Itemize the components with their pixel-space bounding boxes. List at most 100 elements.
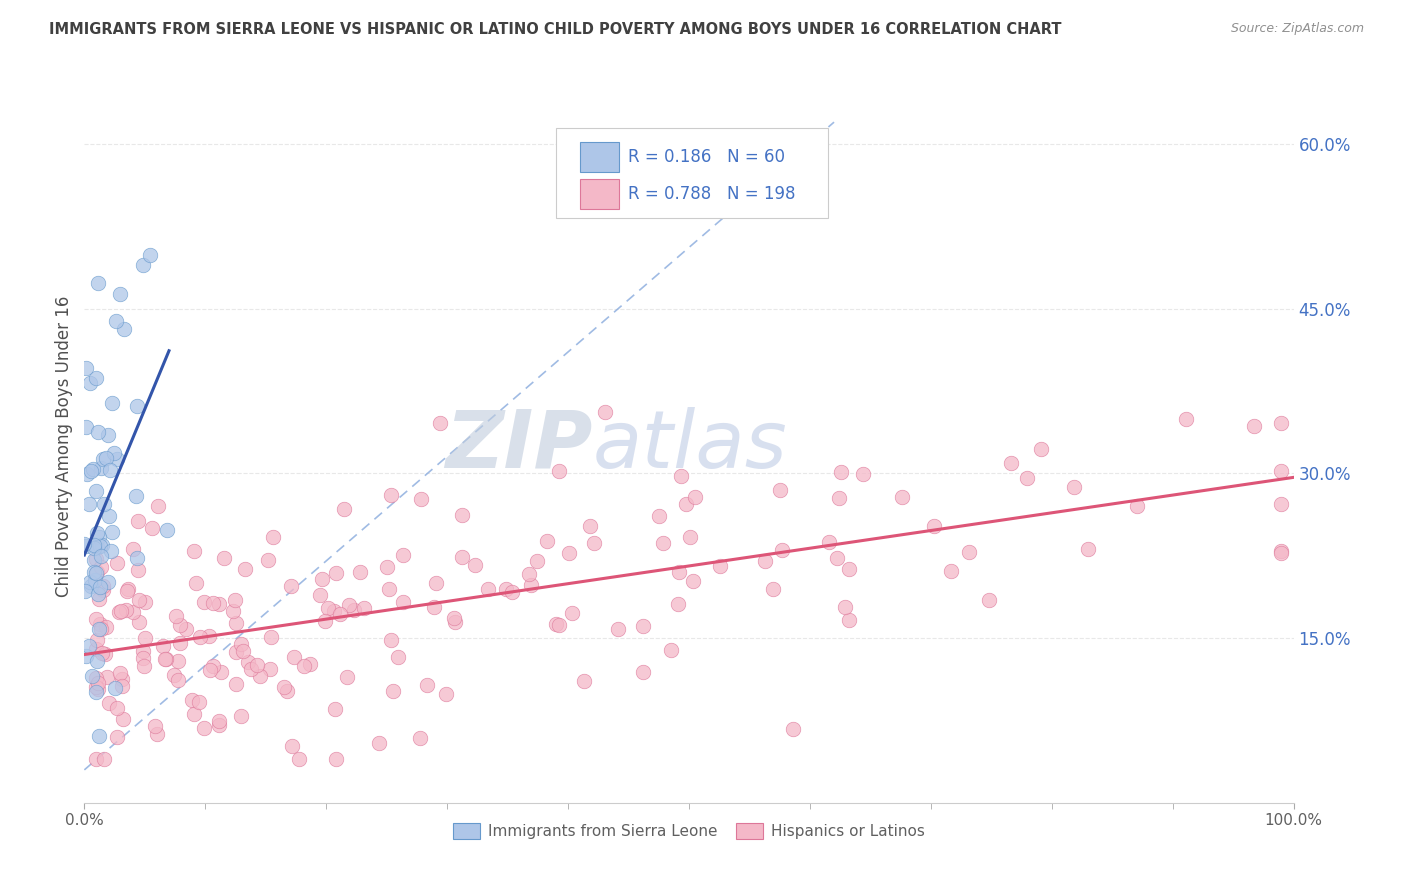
Point [91,583,114,598]
Point [125,489,148,503]
Point [262,530,284,544]
Point [80,668,103,682]
Point [86,681,108,695]
Point [648,509,671,524]
Point [91,579,114,593]
Point [391,595,413,609]
Point [174,623,197,637]
Point [281,739,304,753]
Text: atlas: atlas [592,407,787,485]
Point [245,657,267,672]
Point [153,652,176,666]
Point [134,631,156,645]
Point [98,509,121,524]
Point [256,552,278,566]
Point [1270,416,1292,430]
Point [89,617,111,632]
Point [208,598,231,612]
Point [80,579,103,593]
Point [582,536,605,550]
Point [1063,480,1085,494]
Point [380,488,402,502]
Point [132,650,155,665]
Point [232,644,254,658]
Point [1015,471,1038,485]
Point [143,718,166,732]
Text: R = 0.788   N = 198: R = 0.788 N = 198 [628,185,796,203]
Point [193,595,215,609]
Point [434,687,457,701]
Point [167,654,190,668]
Point [754,553,776,567]
Point [558,546,581,560]
Point [127,515,149,529]
Point [201,596,224,610]
Point [572,673,595,688]
Point [464,558,486,573]
Point [817,534,839,549]
Point [169,618,191,632]
Point [349,566,371,580]
Point [682,574,704,588]
Point [519,567,541,582]
Point [93,497,115,511]
Point [280,579,302,593]
Point [87,276,110,290]
Point [782,722,804,736]
Point [685,490,707,504]
Point [353,601,375,615]
Point [1270,544,1292,558]
Point [332,501,354,516]
Point [225,645,247,659]
FancyBboxPatch shape [581,142,619,171]
Legend: Immigrants from Sierra Leone, Hispanics or Latinos: Immigrants from Sierra Leone, Hispanics … [447,817,931,845]
Point [93,752,115,766]
Point [131,258,153,272]
Point [443,615,465,629]
Point [186,576,208,591]
Point [86,612,108,626]
Point [141,521,163,535]
Point [79,497,101,511]
Point [77,640,100,654]
Point [631,665,654,679]
Point [97,427,120,442]
Point [115,603,138,617]
Point [198,630,221,644]
Point [89,530,111,544]
Point [91,646,114,660]
Point [762,582,785,597]
Point [236,655,259,669]
Point [207,714,229,728]
Point [86,654,108,668]
Point [212,550,235,565]
Point [193,721,215,735]
Point [163,668,186,682]
Point [98,462,121,476]
Point [380,633,402,648]
Point [429,416,451,430]
Point [76,467,98,481]
Point [477,582,499,597]
Text: R = 0.186   N = 60: R = 0.186 N = 60 [628,147,786,166]
Point [128,592,150,607]
Point [108,605,131,619]
Point [378,582,401,597]
Point [165,609,187,624]
Point [1077,541,1099,556]
Y-axis label: Child Poverty Among Boys Under 16: Child Poverty Among Boys Under 16 [55,295,73,597]
Point [84,371,107,385]
Point [90,549,112,564]
Point [125,550,148,565]
Point [1000,456,1022,470]
Point [606,622,628,636]
Point [838,613,860,627]
Point [659,643,682,657]
Point [183,706,205,721]
Point [122,541,145,556]
Point [259,662,281,676]
Point [314,614,336,628]
Point [146,500,169,514]
Point [86,671,108,685]
Point [1270,464,1292,478]
